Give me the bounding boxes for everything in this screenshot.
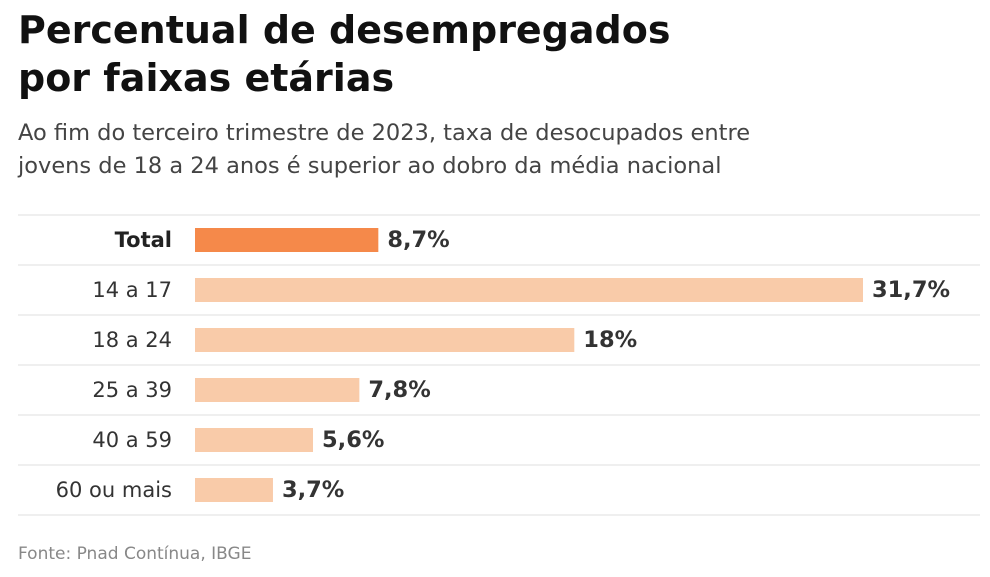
- category-label: 40 a 59: [92, 428, 172, 452]
- category-label: 60 ou mais: [56, 478, 172, 502]
- chart-title-line-1: Percentual de desempregados: [18, 8, 671, 52]
- bar-18-a-24: [195, 328, 575, 352]
- bar-chart: Total 14 a 17 18 a 24 25 a 39 40 a 59 60 ou m…: [18, 214, 980, 516]
- bar-60-ou-mais: [195, 478, 273, 502]
- bar-40-a-59: [195, 428, 314, 452]
- category-labels: Total 14 a 17 18 a 24 25 a 39 40 a 59 60 ou m…: [56, 228, 172, 502]
- category-label: 14 a 17: [92, 278, 172, 302]
- chart-subtitle-line-2: jovens de 18 a 24 anos é superior ao dob…: [18, 153, 722, 179]
- chart-subtitle: Ao fim do terceiro trimestre de 2023, ta…: [18, 117, 958, 183]
- bars: [195, 228, 863, 502]
- value-labels: 8,7% 31,7% 18% 7,8% 5,6% 3,7%: [282, 227, 950, 503]
- value-label: 5,6%: [322, 427, 384, 453]
- value-label: 8,7%: [387, 227, 449, 253]
- value-label: 18%: [583, 327, 637, 353]
- value-label: 7,8%: [368, 377, 430, 403]
- bar-14-a-17: [195, 278, 863, 302]
- chart-title-line-2: por faixas etárias: [18, 56, 395, 100]
- category-label: Total: [115, 228, 172, 252]
- bar-total: [195, 228, 379, 252]
- category-label: 18 a 24: [92, 328, 172, 352]
- chart-title: Percentual de desempregados por faixas e…: [18, 6, 918, 102]
- bar-25-a-39: [195, 378, 360, 402]
- category-label: 25 a 39: [92, 378, 172, 402]
- value-label: 31,7%: [872, 277, 950, 303]
- row-separators: [18, 214, 980, 516]
- value-label: 3,7%: [282, 477, 344, 503]
- chart-subtitle-line-1: Ao fim do terceiro trimestre de 2023, ta…: [18, 120, 751, 146]
- source-note: Fonte: Pnad Contínua, IBGE: [18, 544, 252, 564]
